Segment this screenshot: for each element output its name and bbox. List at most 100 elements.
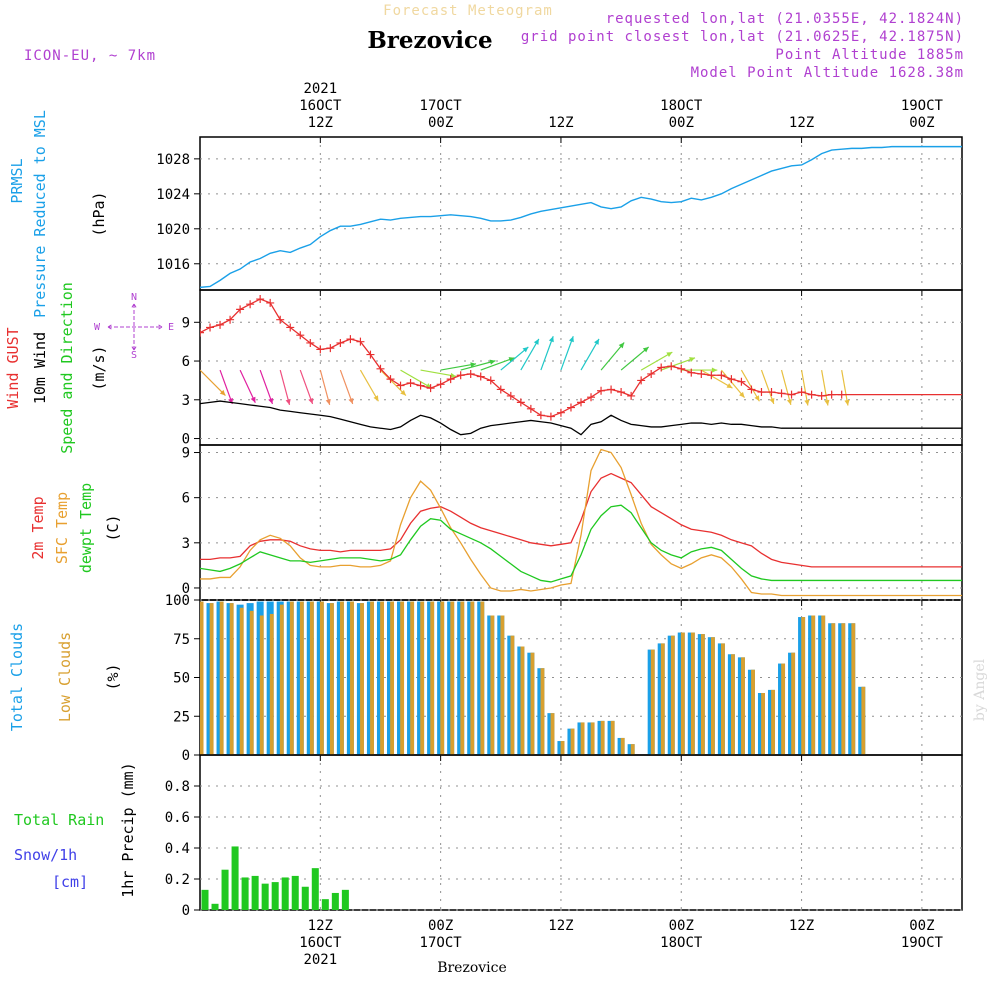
model-label: ICON-EU, ~ 7km [24, 48, 156, 64]
gust-marker [807, 390, 816, 399]
rain-bar [301, 886, 309, 910]
top-time-label: 12Z [308, 115, 333, 131]
compass-rose: N S W E [94, 292, 174, 361]
panel-pressure: 1016 1020 1024 1028 PRMSL Pressure Reduced to… [8, 110, 963, 318]
panel-precip: 0 0.2 0.4 0.6 0.8 Total Rain Snow/1h [cm] 1hr Pr… [14, 754, 963, 919]
wind-speed-line [200, 400, 962, 436]
rain-bar [241, 877, 249, 910]
top-time-label: 00Z [428, 115, 453, 131]
low-cloud-bar [821, 615, 826, 755]
y-tick-label: 1028 [156, 152, 190, 168]
precip-label-0: Total Rain [14, 811, 104, 829]
gust-marker [366, 350, 375, 359]
gust-marker [336, 338, 345, 347]
low-cloud-bar [620, 737, 625, 755]
gust-marker [787, 390, 796, 399]
low-cloud-bar [269, 613, 274, 755]
low-cloud-bar [279, 604, 284, 755]
top-time-label: 17OCT [420, 98, 463, 114]
gust-marker [747, 385, 756, 394]
gust-marker [506, 391, 515, 400]
wind-arrow [259, 369, 274, 405]
y-tick-label: 3 [182, 393, 190, 409]
low-cloud-bar [510, 635, 515, 755]
wind-arrow-head [642, 346, 649, 353]
gust-marker [396, 381, 405, 390]
point-altitude: Point Altitude 1885m [775, 47, 964, 63]
wind-arrow-head [470, 362, 477, 368]
temp-unit: (C) [104, 514, 122, 541]
gust-marker [516, 398, 525, 407]
low-cloud-bar [550, 713, 555, 755]
low-cloud-bar [751, 669, 755, 755]
panels: 1016 1020 1024 1028 PRMSL Pressure Reduced to… [4, 110, 963, 919]
gust-marker [286, 323, 295, 332]
low-cloud-bar [329, 603, 334, 755]
bottom-time-label: 17OCT [420, 935, 463, 951]
top-time-label: 12Z [789, 115, 814, 131]
precip-label-2: [cm] [52, 873, 88, 891]
panel-temperature: 0 3 6 9 2m Temp SFC Temp dewpt Temp (C) [29, 444, 963, 601]
bottom-time-label: 00Z [669, 918, 694, 934]
top-time-label: 2021 [303, 81, 337, 97]
low-cloud-bar [219, 601, 224, 755]
gust-marker [677, 364, 686, 373]
panel-data-wind [200, 295, 962, 436]
low-cloud-bar [410, 601, 415, 755]
gust-marker [566, 403, 575, 412]
wind-arrow [400, 369, 433, 389]
low-cloud-bar [239, 607, 244, 755]
gust-marker [577, 398, 585, 407]
gust-marker [356, 337, 365, 346]
requested-coords: requested lon,lat (21.0355E, 42.1824N) [606, 11, 964, 27]
compass-e: E [168, 322, 174, 333]
gust-marker [827, 390, 836, 399]
low-cloud-bar [309, 601, 314, 755]
wind-arrow [339, 369, 354, 405]
wind-arrow-head [824, 399, 830, 406]
wind-arrow [219, 369, 233, 405]
panel-data-precip [201, 846, 349, 910]
panel-clouds: 0 25 50 75 100 Total Clouds Low Clouds (%) [8, 593, 963, 764]
low-cloud-bar [630, 744, 635, 755]
low-cloud-bar [480, 601, 485, 755]
panel-data-clouds [200, 601, 866, 755]
panel-frame-wind [199, 289, 963, 446]
pressure-ylabel-1: PRMSL [8, 158, 26, 203]
gust-marker [617, 388, 626, 397]
wind-arrow [661, 357, 696, 371]
low-cloud-bar [370, 601, 374, 755]
wind-ylabel-1: 10m Wind [31, 332, 49, 404]
wind-arrow-head [508, 357, 515, 363]
gust-marker [797, 388, 806, 397]
wind-arrow [701, 369, 733, 389]
top-time-label: 00Z [669, 115, 694, 131]
bottom-time-label: 12Z [308, 918, 333, 934]
bottom-time-label: 00Z [909, 918, 934, 934]
low-cloud-bar [861, 686, 866, 755]
gust-marker [536, 411, 545, 420]
rain-bar [311, 868, 319, 910]
low-cloud-bar [680, 632, 685, 755]
pressure-unit: (hPa) [90, 191, 108, 236]
wind-arrow [800, 369, 809, 406]
low-cloud-bar [360, 603, 364, 755]
low-cloud-bar [610, 720, 615, 755]
low-cloud-bar [229, 603, 234, 755]
wind-unit: (m/s) [90, 345, 108, 390]
wind-arrow [780, 369, 792, 406]
low-cloud-bar [690, 632, 695, 755]
gust-marker [326, 344, 335, 353]
t2m-temp-line [200, 472, 962, 568]
wind-arrow [740, 369, 760, 402]
gust-marker [386, 375, 395, 384]
gust-marker [426, 384, 435, 393]
panel-frame-precip [199, 754, 963, 911]
gust-marker [406, 379, 415, 387]
top-time-label: 18OCT [660, 98, 703, 114]
low-cloud-bar [600, 720, 605, 755]
wind-arrow [520, 338, 540, 371]
top-time-label: 00Z [909, 115, 934, 131]
